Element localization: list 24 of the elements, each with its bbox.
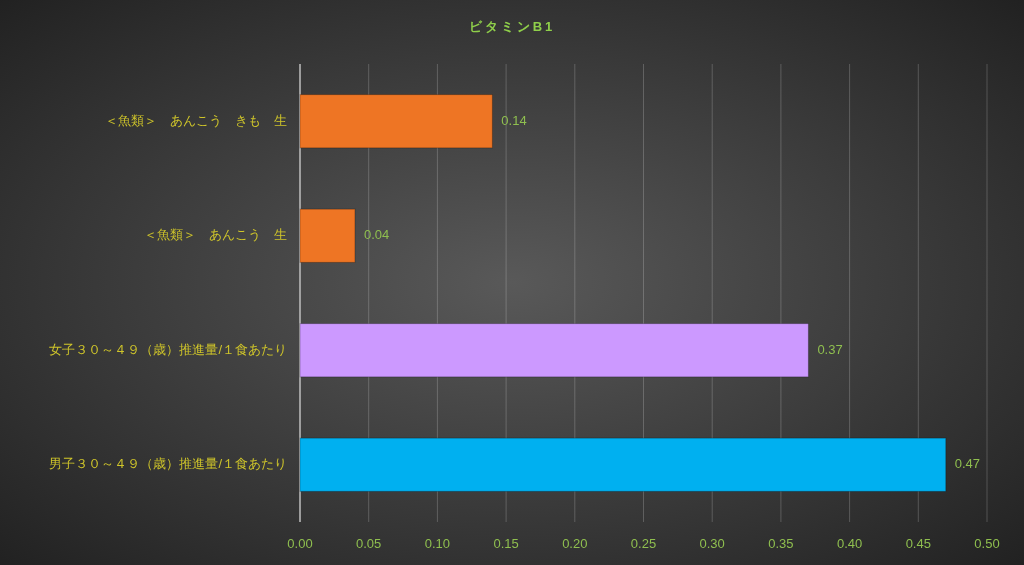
bar	[299, 208, 356, 263]
bar	[299, 437, 947, 492]
y-tick-label: 男子３０～４９（歳）推進量/１食あたり	[49, 456, 287, 472]
bar	[299, 94, 493, 149]
data-label: 0.37	[817, 341, 843, 357]
x-tick-label: 0.20	[562, 536, 588, 552]
x-tick-label: 0.00	[287, 536, 313, 552]
x-tick-label: 0.45	[905, 536, 931, 552]
bar	[299, 323, 809, 378]
x-tick-label: 0.50	[974, 536, 1000, 552]
data-label: 0.47	[954, 456, 981, 472]
chart-title: ビタミンB1	[468, 19, 556, 35]
y-tick-label: 女子３０～４９（歳）推進量/１食あたり	[49, 341, 287, 357]
y-tick-label: ＜魚類＞ あんこう きも 生	[105, 112, 287, 128]
x-tick-label: 0.10	[424, 536, 451, 552]
x-tick-label: 0.15	[493, 536, 519, 552]
data-label: 0.14	[501, 112, 527, 128]
x-tick-label: 0.40	[836, 536, 863, 552]
x-tick-label: 0.25	[630, 536, 657, 552]
x-tick-label: 0.05	[356, 536, 382, 552]
x-tick-label: 0.35	[768, 536, 794, 552]
data-label: 0.04	[363, 227, 390, 243]
x-tick-label: 0.30	[699, 536, 725, 552]
y-tick-label: ＜魚類＞ あんこう 生	[144, 227, 287, 243]
